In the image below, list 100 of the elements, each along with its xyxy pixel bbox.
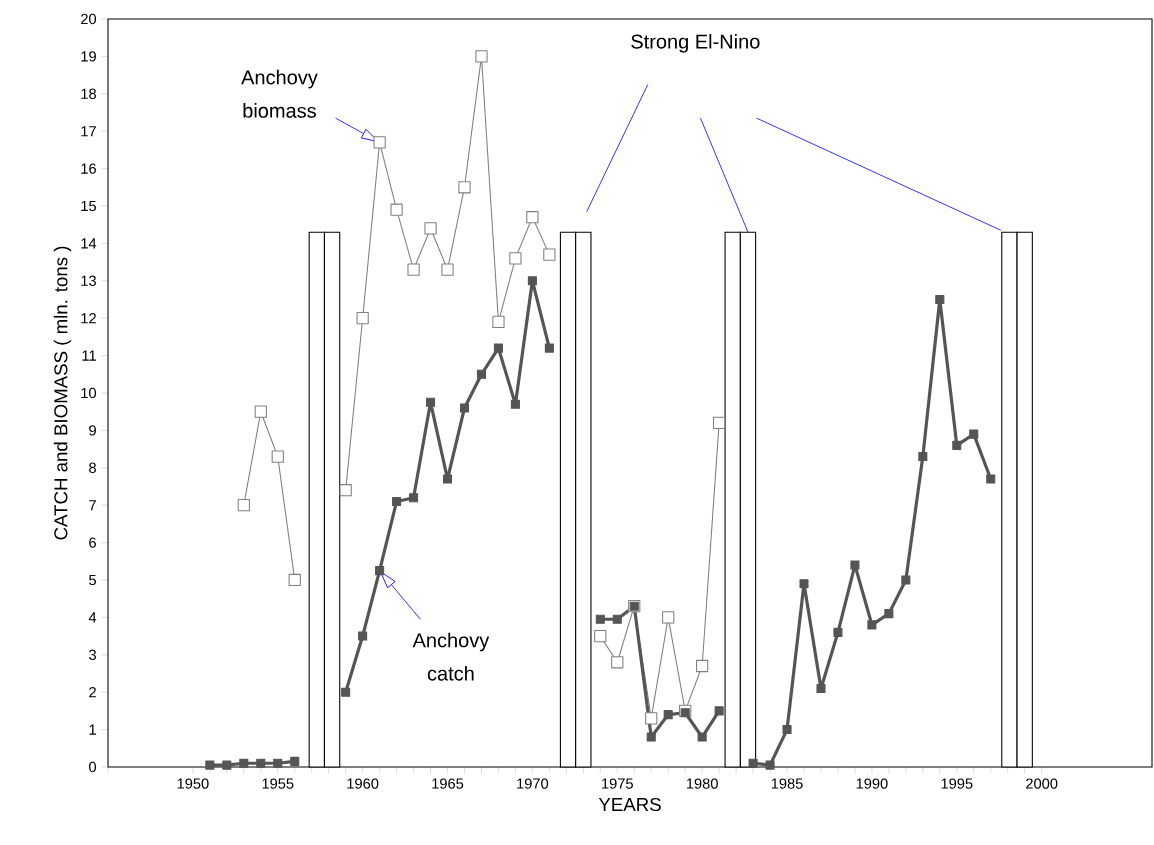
point: [459, 403, 470, 413]
y-tick-label: 15: [81, 200, 96, 212]
point: [680, 708, 690, 718]
y-tick-label: 12: [81, 313, 96, 324]
point: [867, 620, 877, 630]
y-tick-label: 16: [81, 163, 96, 174]
point: [476, 369, 487, 379]
y-axis-title: CATCH and BIOMASS ( mln. tons ): [53, 246, 72, 540]
annotation: Strong El-Nino: [631, 33, 760, 53]
point: [288, 573, 301, 587]
point: [254, 405, 267, 418]
point: [407, 263, 420, 276]
y-tick-label: 4: [88, 612, 97, 623]
y-tick-label: 3: [89, 649, 96, 660]
point: [373, 136, 386, 149]
y-tick-label: 7: [89, 500, 96, 511]
point: [426, 397, 436, 407]
point: [356, 312, 369, 325]
point: [339, 484, 352, 497]
point: [696, 659, 709, 673]
x-tick-label: 1975: [602, 778, 633, 789]
point: [239, 758, 249, 768]
point: [458, 181, 471, 194]
y-tick-label: 11: [82, 350, 96, 361]
point: [712, 416, 726, 430]
annotation: Anchovy catch: [412, 632, 490, 681]
point: [697, 732, 707, 742]
point: [358, 631, 368, 641]
y-tick-label: 19: [81, 51, 96, 62]
point: [595, 614, 605, 624]
x-tick-label: 1985: [771, 778, 803, 789]
x-tick-label: 2000: [1026, 778, 1058, 789]
x-tick-label: 1960: [347, 778, 379, 789]
point: [612, 614, 622, 624]
y-tick-label: 10: [81, 387, 97, 399]
point: [935, 294, 945, 305]
point: [952, 440, 962, 450]
point: [901, 575, 911, 585]
point: [748, 758, 758, 768]
x-tick-label: 1950: [177, 778, 209, 789]
point: [714, 706, 724, 716]
x-tick-label: 1990: [856, 778, 888, 789]
point: [782, 725, 792, 735]
y-tick-label: 17: [81, 126, 96, 137]
point: [646, 732, 656, 742]
x-axis-title: YEARS: [598, 797, 661, 812]
point: [850, 560, 860, 570]
point: [799, 579, 809, 589]
point: [256, 758, 266, 768]
y-tick-label: 14: [81, 238, 97, 249]
annotation: Anchovy biomass: [241, 69, 318, 118]
point: [765, 760, 775, 770]
y-tick-label: 5: [89, 574, 96, 586]
x-tick-label: 1970: [517, 778, 549, 789]
x-tick-label: 1965: [432, 778, 464, 789]
y-tick-label: 8: [89, 462, 96, 473]
x-tick-label: 1995: [941, 778, 973, 789]
point: [969, 429, 979, 439]
point: [341, 687, 351, 697]
point: [510, 399, 520, 409]
y-tick-label: 20: [81, 13, 97, 25]
y-tick-label: 13: [81, 275, 96, 286]
point: [611, 656, 624, 669]
point: [918, 452, 928, 462]
point: [424, 222, 437, 235]
point: [645, 712, 658, 725]
point: [409, 493, 419, 503]
point: [205, 760, 215, 770]
point: [273, 758, 283, 768]
point: [816, 683, 826, 693]
y-tick-label: 0: [89, 761, 97, 773]
point: [493, 343, 503, 353]
point: [290, 756, 300, 766]
point: [509, 252, 522, 265]
point: [544, 343, 554, 353]
y-tick-label: 6: [89, 537, 96, 548]
point: [663, 710, 673, 720]
point: [986, 474, 996, 484]
point: [526, 211, 539, 224]
point: [390, 203, 403, 216]
x-tick-label: 1955: [262, 778, 294, 789]
point: [237, 499, 250, 512]
point: [475, 50, 488, 63]
point: [442, 474, 453, 484]
point: [222, 760, 232, 770]
point: [662, 611, 675, 624]
point: [392, 496, 402, 506]
point: [884, 609, 894, 619]
point: [271, 450, 284, 463]
x-tick-label: 1980: [686, 778, 718, 789]
y-tick-label: 18: [81, 88, 96, 99]
point: [375, 566, 385, 576]
point: [833, 627, 843, 637]
y-tick-label: 1: [89, 724, 96, 735]
y-tick-label: 9: [89, 425, 96, 436]
point: [543, 248, 556, 261]
point: [492, 315, 505, 329]
point: [441, 263, 454, 276]
point: [594, 629, 607, 643]
y-tick-label: 2: [89, 687, 96, 698]
